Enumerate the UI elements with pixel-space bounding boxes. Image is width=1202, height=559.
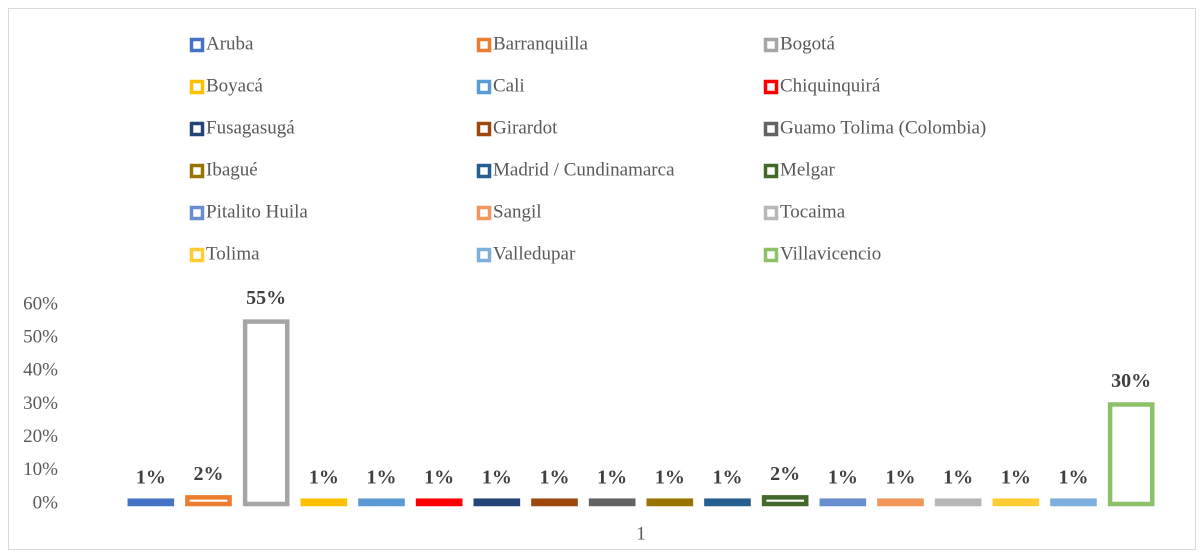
legend-label: Sangil [493,201,542,222]
bar [300,498,348,507]
data-label: 1% [1001,466,1031,488]
legend-label: Tocaima [780,201,846,222]
legend-label: Bogotá [780,33,835,54]
y-tick-label: 10% [23,459,58,480]
legend-marker [763,205,779,221]
legend-marker [476,247,492,263]
bar [1050,498,1097,507]
legend-marker [476,79,492,95]
legend-label: Ibagué [206,159,258,180]
data-label: 1% [482,466,512,488]
data-label: 55% [246,287,286,309]
legend-label: Cali [493,75,525,96]
y-tick-label: 40% [23,360,58,381]
legend-marker [763,247,779,263]
legend-label: Girardot [493,117,558,138]
bar [185,495,232,507]
data-label: 2% [194,463,224,485]
legend-marker [476,205,492,221]
bar [646,498,694,507]
data-label: 1% [1059,466,1089,488]
chart-border [8,8,1196,550]
bar [1107,402,1155,507]
y-tick-label: 50% [23,327,58,348]
legend-marker [476,163,492,179]
data-label: 1% [828,466,858,488]
bar [761,495,809,507]
legend-marker [189,121,205,137]
bar [358,498,405,507]
bar [819,498,867,507]
data-label: 30% [1111,370,1151,392]
legend-marker [763,37,779,53]
data-label: 1% [424,466,454,488]
legend-marker [189,37,205,53]
y-tick-label: 30% [23,393,58,414]
legend-label: Villavicencio [780,243,881,264]
legend-label: Guamo Tolima (Colombia) [780,117,986,138]
bar [934,498,982,507]
legend-marker [476,37,492,53]
data-label: 1% [540,466,570,488]
bar [127,498,175,507]
bar [877,498,924,507]
data-label: 1% [886,466,916,488]
legend-marker [476,121,492,137]
legend-label: Fusagasugá [206,117,295,138]
legend-label: Madrid / Cundinamarca [493,159,675,180]
x-tick-label: 1 [636,523,646,544]
legend-label: Tolima [206,243,260,264]
legend-marker [189,163,205,179]
legend-label: Boyacá [206,75,264,96]
legend-marker [189,247,205,263]
data-label: 1% [136,466,166,488]
legend-label: Barranquilla [493,33,589,54]
legend-marker [763,121,779,137]
y-tick-label: 0% [33,492,59,513]
legend-marker [763,79,779,95]
bar [415,498,463,507]
y-tick-label: 60% [23,293,58,314]
bar [473,498,521,507]
legend-label: Aruba [206,33,254,54]
legend-label: Valledupar [493,243,576,264]
data-label: 1% [655,466,685,488]
bar [531,498,578,507]
legend-label: Chiquinquirá [780,75,881,96]
legend-label: Melgar [780,159,836,180]
bar [704,498,751,507]
legend-marker [189,205,205,221]
data-label: 1% [597,466,627,488]
legend-marker [189,79,205,95]
data-label: 1% [367,466,397,488]
y-tick-label: 20% [23,426,58,447]
data-label: 1% [943,466,973,488]
bar [242,319,290,507]
data-label: 1% [309,466,339,488]
legend-label: Pitalito Huila [206,201,308,222]
bar [992,498,1040,507]
data-label: 1% [713,466,743,488]
data-label: 2% [770,463,800,485]
legend-marker [763,163,779,179]
bar [588,498,636,507]
